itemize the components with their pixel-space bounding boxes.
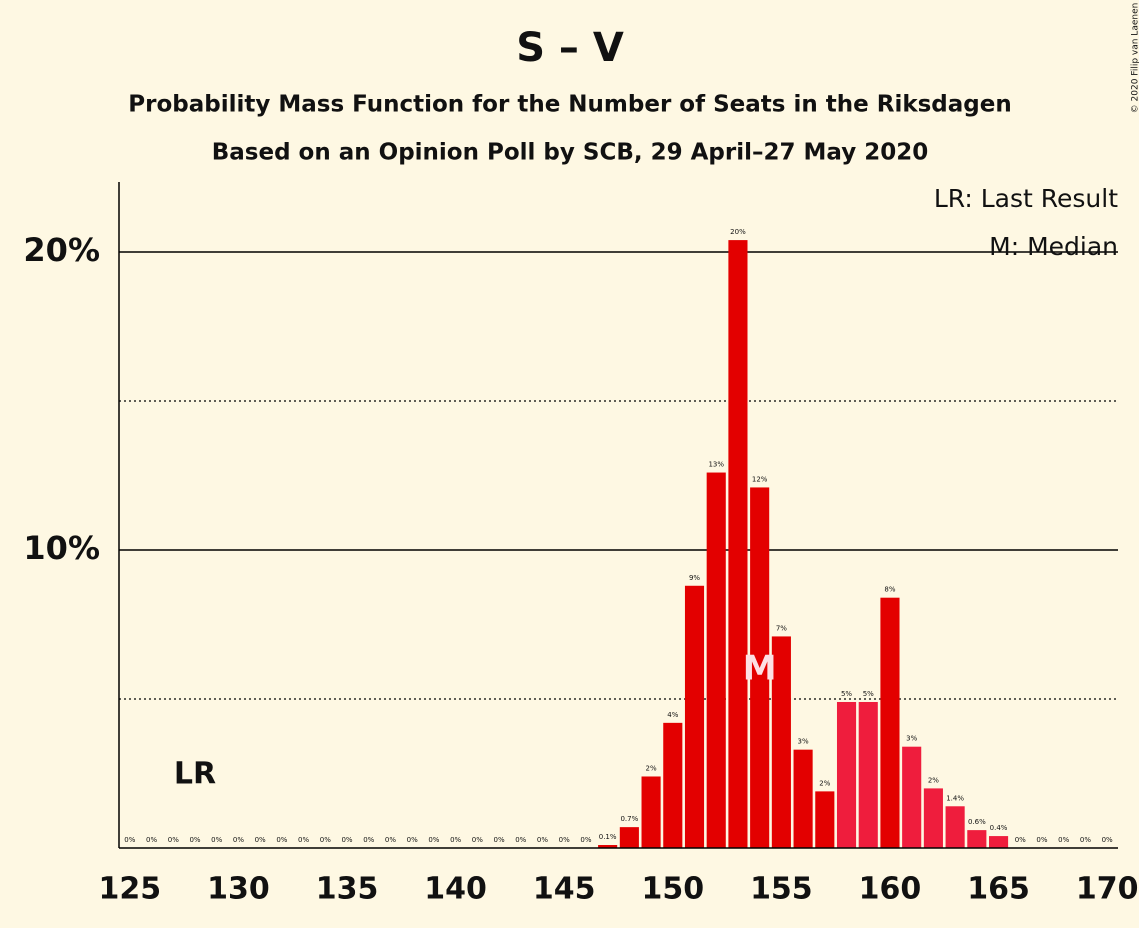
x-tick-label: 125 [99, 872, 162, 907]
value-label: 0% [1102, 836, 1113, 844]
chart-title: S – V [516, 25, 624, 71]
value-label: 0.4% [990, 824, 1008, 832]
value-label: 5% [863, 690, 874, 698]
bar [967, 830, 986, 848]
median-marker: M [743, 649, 777, 689]
value-label: 8% [884, 586, 895, 594]
value-label: 0% [1015, 836, 1026, 844]
value-label: 4% [667, 711, 678, 719]
value-label: 0% [168, 836, 179, 844]
value-label: 1.4% [946, 794, 964, 802]
value-label: 2% [646, 764, 657, 772]
bar [620, 827, 639, 848]
y-tick-label: 20% [23, 231, 100, 269]
chart-subtitle: Based on an Opinion Poll by SCB, 29 Apri… [212, 140, 928, 166]
bar [685, 586, 704, 848]
value-label: 0% [146, 836, 157, 844]
bar [707, 473, 726, 848]
x-tick-label: 140 [424, 872, 487, 907]
value-label: 0% [320, 836, 331, 844]
value-label: 0% [255, 836, 266, 844]
value-label: 0% [1080, 836, 1091, 844]
x-tick-label: 135 [316, 872, 379, 907]
bar [642, 776, 661, 848]
value-label: 20% [730, 228, 746, 236]
y-tick-label: 10% [23, 529, 100, 567]
copyright: © 2020 Filip van Laenen [1131, 3, 1139, 114]
value-label: 0.6% [968, 818, 986, 826]
bar [815, 791, 834, 848]
value-label: 0% [233, 836, 244, 844]
value-label: 0% [407, 836, 418, 844]
value-label: 0% [428, 836, 439, 844]
value-label: 0% [450, 836, 461, 844]
value-label: 0% [580, 836, 591, 844]
value-label: 0% [1058, 836, 1069, 844]
x-tick-label: 150 [641, 872, 704, 907]
x-tick-label: 130 [207, 872, 270, 907]
value-label: 0% [493, 836, 504, 844]
bar [989, 836, 1008, 848]
value-label: 0% [515, 836, 526, 844]
value-label: 0% [276, 836, 287, 844]
last-result-marker: LR [174, 757, 216, 792]
x-tick-label: 165 [967, 872, 1030, 907]
bar [728, 240, 747, 848]
value-label: 0% [298, 836, 309, 844]
bar [837, 702, 856, 848]
x-tick-label: 155 [750, 872, 813, 907]
value-label: 0% [559, 836, 570, 844]
value-label: 12% [752, 475, 768, 483]
value-label: 2% [928, 776, 939, 784]
value-label: 0.7% [620, 815, 638, 823]
value-label: 0% [189, 836, 200, 844]
value-label: 3% [906, 735, 917, 743]
value-label: 0.1% [599, 833, 617, 841]
bar [794, 750, 813, 848]
value-label: 0% [385, 836, 396, 844]
value-label: 0% [1036, 836, 1047, 844]
bar [880, 598, 899, 848]
bar [902, 747, 921, 848]
value-label: 2% [819, 779, 830, 787]
legend-entry: M: Median [989, 232, 1118, 261]
bar [924, 788, 943, 848]
value-label: 5% [841, 690, 852, 698]
value-label: 0% [124, 836, 135, 844]
value-label: 13% [708, 461, 724, 469]
value-label: 7% [776, 624, 787, 632]
bar [859, 702, 878, 848]
value-label: 0% [211, 836, 222, 844]
x-tick-label: 145 [533, 872, 596, 907]
x-tick-label: 160 [859, 872, 922, 907]
bar [946, 806, 965, 848]
value-label: 0% [341, 836, 352, 844]
value-label: 0% [363, 836, 374, 844]
value-label: 9% [689, 574, 700, 582]
value-label: 0% [472, 836, 483, 844]
chart-subtitle: Probability Mass Function for the Number… [128, 92, 1011, 118]
bar [663, 723, 682, 848]
value-label: 0% [537, 836, 548, 844]
x-tick-label: 170 [1076, 872, 1139, 907]
legend-entry: LR: Last Result [934, 184, 1118, 213]
value-label: 3% [798, 738, 809, 746]
